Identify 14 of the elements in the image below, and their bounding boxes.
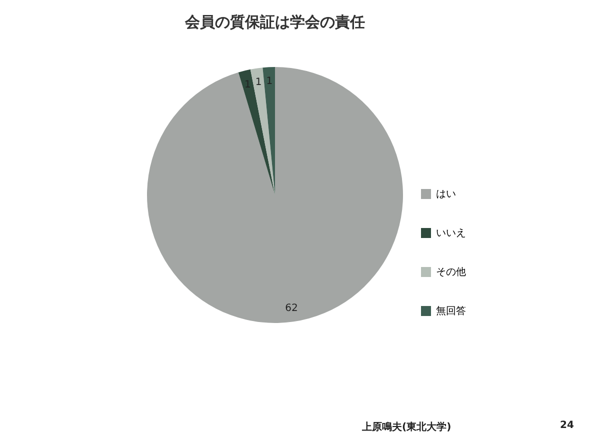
text: 24 [560,420,574,431]
text: 上原鳴夫(東北大学) [362,420,452,434]
data-label: 1 [266,76,273,88]
pie-slice [147,67,403,323]
data-label: 1 [255,77,262,88]
legend-label: その他 [436,266,466,278]
legend-label: 無回答 [436,305,466,317]
legend-label: はい [436,189,456,200]
pie-slice [250,68,275,195]
data-label: 62 [285,302,298,314]
chart-title: 会員の質保証は学会の責任 [184,13,365,31]
pie-slice [262,67,275,195]
pie-slice [238,69,275,195]
legend-label: いいえ [436,228,466,239]
